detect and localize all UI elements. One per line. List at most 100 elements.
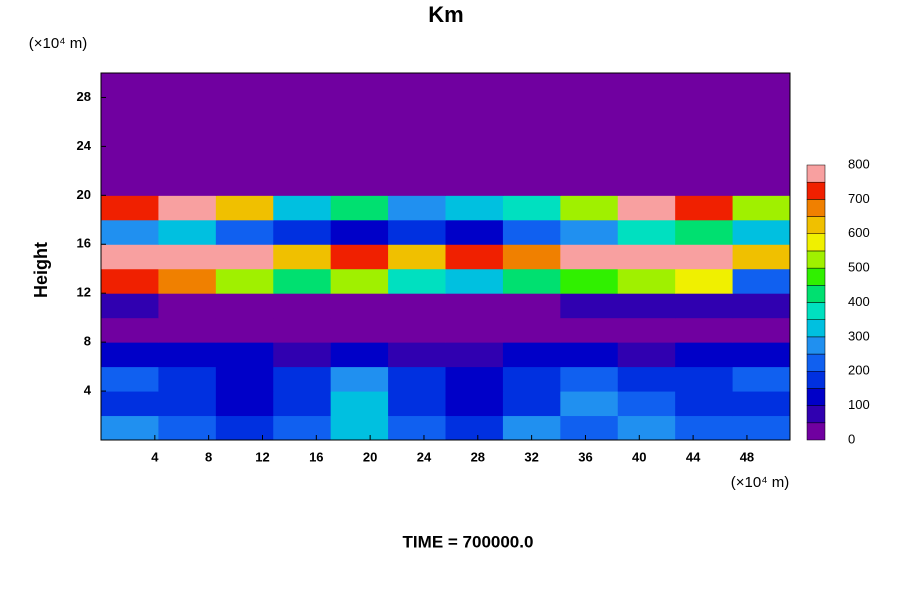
heat-cell	[273, 219, 332, 245]
heat-cell	[445, 268, 504, 294]
heat-cell	[675, 293, 734, 319]
heat-cell	[158, 219, 217, 245]
heat-cell	[675, 244, 734, 270]
heat-cell	[101, 195, 159, 221]
heat-cell	[101, 317, 159, 343]
heat-cell	[158, 293, 217, 319]
heat-cell	[330, 97, 389, 123]
heat-cell	[215, 170, 274, 196]
heat-cell	[732, 268, 791, 294]
heat-cell	[617, 391, 676, 417]
heat-cell	[158, 73, 217, 98]
heat-cell	[388, 293, 446, 319]
heat-cell	[101, 73, 159, 98]
x-tick-label: 8	[205, 449, 212, 464]
heat-cell	[158, 415, 217, 441]
heat-cell	[617, 342, 676, 368]
heat-cell	[388, 146, 446, 172]
heat-cell	[675, 391, 734, 417]
x-unit: (×10⁴ m)	[731, 474, 790, 491]
y-tick-label: 4	[84, 383, 92, 398]
x-tick-label: 12	[255, 449, 269, 464]
heat-cell	[215, 121, 274, 147]
heat-cell	[330, 293, 389, 319]
heat-cell	[388, 268, 446, 294]
heat-cell	[330, 219, 389, 245]
heat-cell	[445, 415, 504, 441]
x-tick-label: 32	[524, 449, 538, 464]
heat-cell	[388, 391, 446, 417]
colorbar-box	[806, 319, 826, 338]
heat-cell	[273, 391, 332, 417]
heat-cell	[445, 146, 504, 172]
heat-cell	[502, 342, 561, 368]
y-unit: (×10⁴ m)	[29, 35, 88, 52]
heat-cell	[158, 121, 217, 147]
heat-cell	[502, 268, 561, 294]
heat-cell	[560, 195, 619, 221]
heat-cell	[101, 146, 159, 172]
heat-cell	[732, 317, 791, 343]
heat-cell	[732, 73, 791, 98]
heat-cell	[732, 219, 791, 245]
heat-cell	[330, 146, 389, 172]
heat-cell	[502, 97, 561, 123]
heat-cell	[675, 195, 734, 221]
heat-cell	[560, 366, 619, 392]
heat-cell	[617, 170, 676, 196]
heat-cell	[215, 97, 274, 123]
heat-cell	[502, 146, 561, 172]
heat-cell	[445, 293, 504, 319]
heat-cell	[560, 342, 619, 368]
heat-cell	[445, 391, 504, 417]
heat-cell	[158, 268, 217, 294]
heat-cell	[617, 121, 676, 147]
heat-cell	[445, 121, 504, 147]
y-tick-label: 16	[77, 236, 91, 251]
heat-cell	[445, 73, 504, 98]
heat-cell	[502, 170, 561, 196]
heat-cell	[445, 317, 504, 343]
colorbar-label: 0	[848, 431, 855, 446]
x-tick-label: 4	[151, 449, 159, 464]
heat-cell	[158, 170, 217, 196]
colorbar-label: 100	[848, 397, 870, 412]
heat-cell	[560, 268, 619, 294]
heat-cell	[445, 97, 504, 123]
heat-cell	[330, 195, 389, 221]
heat-cell	[445, 195, 504, 221]
colorbar-box	[806, 422, 826, 441]
colorbar-box	[806, 216, 826, 234]
heat-cell	[330, 244, 389, 270]
heat-cell	[502, 317, 561, 343]
heat-cell	[158, 97, 217, 123]
heat-cell	[158, 391, 217, 417]
heat-cell	[445, 170, 504, 196]
heat-cell	[101, 268, 159, 294]
heat-cell	[273, 146, 332, 172]
y-tick-label: 20	[77, 187, 91, 202]
heat-cell	[732, 195, 791, 221]
colorbar-box	[806, 371, 826, 389]
heat-cell	[502, 293, 561, 319]
heat-cell	[273, 195, 332, 221]
heat-cell	[388, 195, 446, 221]
heat-cell	[273, 293, 332, 319]
heat-cell	[560, 391, 619, 417]
heat-cell	[388, 121, 446, 147]
heat-cell	[273, 97, 332, 123]
heat-cell	[675, 268, 734, 294]
heat-cell	[215, 415, 274, 441]
heat-cell	[560, 219, 619, 245]
heat-cell	[330, 317, 389, 343]
heat-cell	[445, 342, 504, 368]
heat-cell	[330, 342, 389, 368]
heat-cell	[215, 293, 274, 319]
colorbar-box	[806, 336, 826, 355]
heat-cell	[388, 342, 446, 368]
heat-cell	[330, 170, 389, 196]
heat-cell	[215, 366, 274, 392]
heat-cell	[273, 366, 332, 392]
colorbar-box	[806, 181, 826, 200]
heat-cell	[273, 415, 332, 441]
